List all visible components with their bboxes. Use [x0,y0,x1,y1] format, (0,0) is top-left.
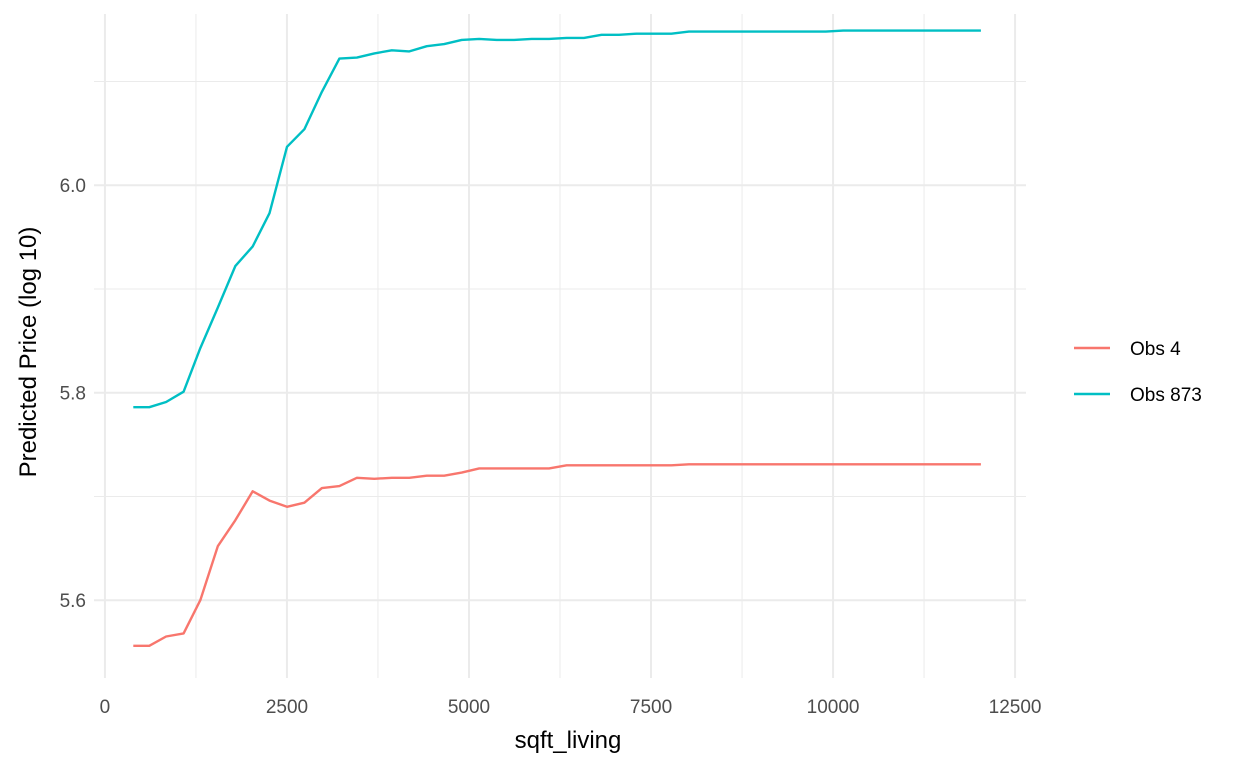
y-axis-title: Predicted Price (log 10) [15,227,42,478]
legend-label: Obs 4 [1130,339,1181,360]
y-tick-label: 5.8 [60,384,86,405]
x-tick-label: 10000 [807,697,860,718]
minor-gridlines [94,14,1026,678]
y-axis-tick-labels: 5.6 5.8 6.0 [60,176,86,612]
y-tick-label: 6.0 [60,176,86,197]
series-line-obs-873 [133,29,981,409]
x-axis-title: sqft_living [515,727,622,754]
x-axis-tick-labels: 0 2500 5000 7500 10000 12500 [100,697,1042,718]
major-gridlines [94,14,1026,678]
x-tick-label: 0 [100,697,111,718]
x-tick-label: 5000 [448,697,490,718]
x-tick-label: 2500 [266,697,308,718]
legend: Obs 4 Obs 873 [1074,339,1202,406]
legend-label: Obs 873 [1130,385,1202,406]
series-lines [133,29,981,647]
series-line-obs-4 [133,463,981,647]
y-tick-label: 5.6 [60,591,86,612]
x-tick-label: 12500 [989,697,1042,718]
x-tick-label: 7500 [630,697,672,718]
